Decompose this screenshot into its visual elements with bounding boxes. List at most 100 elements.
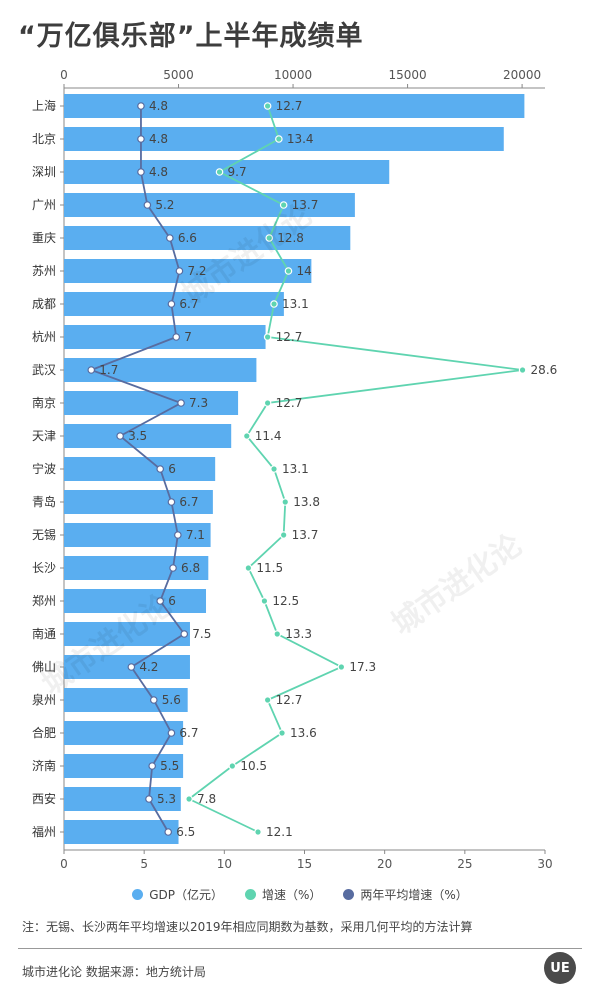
gdp-bar [64,457,216,481]
gdp-bar [64,787,181,811]
category-label: 合肥 [32,725,56,740]
growth-point [263,399,272,407]
growth-data-label: 28.6 [531,363,558,377]
growth-data-label: 14 [296,264,311,278]
two-year-growth-point [175,267,184,275]
two-year-growth-data-label: 7.5 [192,627,211,641]
growth-data-label: 12.8 [277,231,304,245]
two-year-growth-point [137,135,145,143]
two-year-growth-data-label: 4.2 [139,660,158,674]
two-year-growth-data-label: 6.6 [178,231,197,245]
gdp-bar [64,193,355,217]
city-labels: 上海北京深圳广州重庆苏州成都杭州武汉南京天津宁波青岛无锡长沙郑州南通佛山泉州合肥… [32,98,64,839]
legend-swatch-gdp [132,889,144,900]
gdp-bar [64,127,504,151]
growth-point [275,135,283,143]
growth-data-label: 12.7 [276,693,303,707]
growth-point [254,828,262,836]
gdp-bar [64,655,190,679]
top-axis-tick-label: 5000 [163,68,194,82]
growth-data-label: 13.6 [290,726,317,740]
growth-point [228,762,237,770]
growth-point [279,201,288,209]
category-label: 西安 [32,791,56,806]
two-year-growth-data-label: 7.1 [186,528,205,542]
two-year-growth-data-label: 6.8 [181,561,200,575]
two-year-growth-data-label: 4.8 [149,165,168,179]
two-year-growth-data-label: 6.5 [176,825,195,839]
category-label: 泉州 [32,693,56,707]
legend-label-gdp: GDP（亿元） [149,888,223,902]
two-year-growth-data-label: 6.7 [179,495,198,509]
growth-point [265,234,274,242]
growth-point [278,729,286,737]
growth-data-label: 7.8 [197,792,216,806]
growth-point [273,630,282,638]
gdp-bar [64,160,390,184]
growth-point [263,102,272,110]
bottom-axis-tick-label: 10 [217,857,232,871]
category-label: 济南 [32,758,56,773]
category-label: 宁波 [32,461,56,476]
growth-data-label: 9.7 [228,165,247,179]
growth-data-label: 13.7 [292,528,319,542]
divider [18,948,582,949]
two-year-growth-data-label: 5.5 [160,759,179,773]
two-year-growth-data-label: 6.7 [179,726,198,740]
category-label: 无锡 [32,527,56,542]
two-year-growth-point [177,399,185,407]
growth-point [281,498,290,506]
growth-data-label: 13.8 [293,495,320,509]
growth-point [284,267,293,275]
two-year-growth-point [148,762,156,770]
legend-item-two-year-growth: 两年平均增速（%） [343,886,468,903]
growth-data-label: 12.1 [266,825,293,839]
gdp-bar [64,424,232,448]
two-year-growth-point [149,696,158,704]
category-label: 广州 [32,198,56,212]
growth-data-label: 17.3 [349,660,376,674]
category-label: 长沙 [32,561,56,575]
chart-legend: GDP（亿元） 增速（%） 两年平均增速（%） [0,886,600,903]
category-label: 武汉 [32,363,56,377]
two-year-growth-data-label: 1.7 [99,363,118,377]
gdp-bar [64,556,209,580]
gdp-bars [64,94,525,844]
two-year-growth-point [167,729,176,737]
chart: 0 5000 10000 15000 20000 0 5 10 15 20 25 30 12.7 13.… [32,68,558,871]
two-year-growth-data-label: 7.3 [189,396,208,410]
two-year-growth-point [145,795,153,803]
gdp-bar [64,325,266,349]
two-year-growth-data-label: 5.6 [162,693,181,707]
two-year-growth-data-label: 4.8 [149,132,168,146]
growth-data-label: 12.5 [272,594,299,608]
growth-point [244,564,253,572]
growth-point [260,597,269,605]
two-year-growth-point [137,102,145,110]
two-year-growth-data-label: 5.2 [155,198,174,212]
growth-lines: 12.7 13.4 9.7 13.7 12.8 14 13.1 12.7 28.6 12.7 11.… [87,99,558,839]
legend-item-gdp: GDP（亿元） [132,886,223,903]
legend-swatch-two-year-growth [343,889,355,900]
gdp-bar [64,589,207,613]
two-year-growth-point [127,663,136,671]
category-label: 上海 [32,98,56,113]
two-year-growth-point [156,465,165,473]
category-label: 青岛 [32,494,56,509]
bottom-axis-tick-label: 15 [297,857,312,871]
legend-item-growth: 增速（%） [244,886,321,903]
growth-point [185,795,193,803]
two-year-growth-point [116,432,124,440]
growth-data-label: 13.1 [282,297,309,311]
growth-point [215,168,224,176]
two-year-growth-data-label: 6 [168,594,176,608]
source-footer: 城市进化论 数据来源：地方统计局 [22,965,206,979]
legend-label-two-year-growth: 两年平均增速（%） [360,888,468,902]
two-year-growth-data-label: 6.7 [179,297,198,311]
two-year-growth-data-label: 6 [168,462,176,476]
chart-note: 注：无锡、长沙两年平均增速以2019年相应同期数为基数，采用几何平均的方法计算 [22,920,473,934]
two-year-growth-point [137,168,145,176]
two-year-growth-point [174,531,182,539]
two-year-growth-data-label: 4.8 [149,99,168,113]
gdp-bar [64,391,239,415]
